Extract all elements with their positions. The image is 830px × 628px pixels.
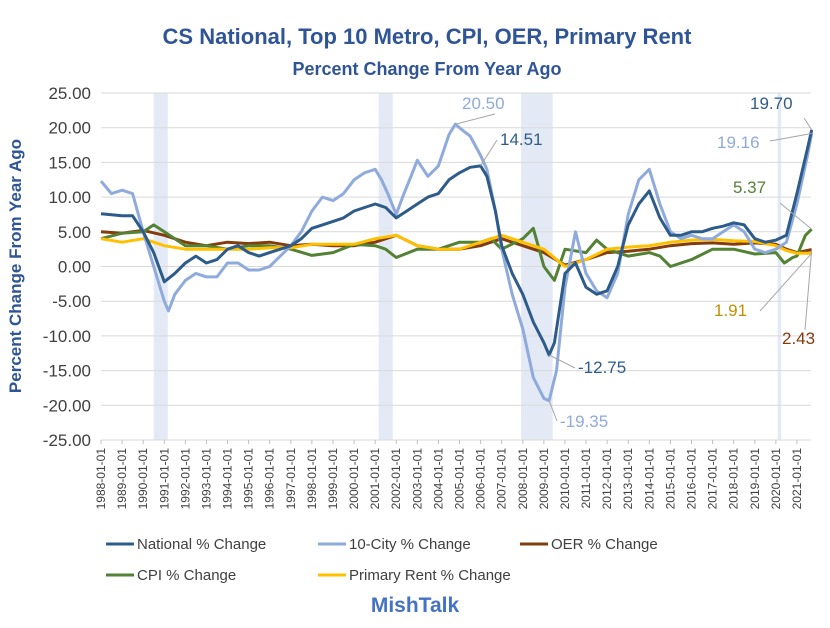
y-tick-label: -25.00 bbox=[43, 431, 91, 450]
annotation-label: 19.16 bbox=[717, 133, 760, 152]
y-tick-label: -5.00 bbox=[52, 292, 91, 311]
x-tick-label: 1997-01-01 bbox=[284, 448, 298, 510]
x-tick-label: 2001-01-01 bbox=[368, 448, 382, 510]
annotation-label: 5.37 bbox=[733, 178, 766, 197]
x-tick-label: 1991-01-01 bbox=[157, 448, 171, 510]
series-line-oer-change bbox=[100, 228, 812, 267]
x-tick-label: 2012-01-01 bbox=[600, 448, 614, 510]
annotation-label: -12.75 bbox=[578, 358, 626, 377]
x-tick-label: 2018-01-01 bbox=[727, 448, 741, 510]
x-tick-label: 2015-01-01 bbox=[663, 448, 677, 510]
x-tick-label: 1998-01-01 bbox=[305, 448, 319, 510]
legend-label: OER % Change bbox=[551, 536, 658, 553]
x-tick-label: 2013-01-01 bbox=[621, 448, 635, 510]
annotation-leader bbox=[779, 202, 813, 230]
x-tick-label: 2004-01-01 bbox=[431, 448, 445, 510]
x-tick-label: 2010-01-01 bbox=[558, 448, 572, 510]
annotation-label: -19.35 bbox=[560, 412, 608, 431]
x-tick-label: 2006-01-01 bbox=[474, 448, 488, 510]
legend-label: 10-City % Change bbox=[349, 536, 471, 553]
legend: National % Change 10-City % Change OER % C… bbox=[106, 536, 658, 584]
annotation-leader bbox=[455, 113, 496, 125]
gridlines bbox=[101, 92, 811, 441]
legend-label: CPI % Change bbox=[137, 567, 236, 584]
x-tick-label: 2011-01-01 bbox=[579, 448, 593, 509]
annotation-leader bbox=[480, 139, 498, 167]
chart-title: CS National, Top 10 Metro, CPI, OER, Pri… bbox=[163, 24, 693, 49]
x-tick-label: 1993-01-01 bbox=[199, 448, 213, 510]
series-line-national-change bbox=[100, 129, 814, 357]
y-axis-label: Percent Change From Year Ago bbox=[6, 139, 25, 393]
y-tick-label: 20.00 bbox=[48, 119, 91, 138]
x-tick-label: 2003-01-01 bbox=[410, 448, 424, 510]
x-tick-label: 2008-01-01 bbox=[516, 448, 530, 510]
annotation-leader bbox=[548, 400, 558, 422]
chart-subtitle: Percent Change From Year Ago bbox=[292, 59, 561, 79]
x-tick-label: 1990-01-01 bbox=[136, 448, 150, 510]
x-tick-label: 2021-01-01 bbox=[790, 448, 804, 510]
x-tick-label: 2019-01-01 bbox=[748, 448, 762, 510]
x-tick-label: 1989-01-01 bbox=[115, 448, 129, 510]
x-tick-label: 2014-01-01 bbox=[642, 448, 656, 510]
y-tick-label: -20.00 bbox=[43, 396, 91, 415]
x-tick-label: 2002-01-01 bbox=[389, 448, 403, 510]
x-tick-label: 2016-01-01 bbox=[684, 448, 698, 510]
annotation-leader bbox=[804, 249, 813, 331]
x-tick-label: 2007-01-01 bbox=[495, 448, 509, 510]
y-tick-label: 25.00 bbox=[48, 84, 91, 103]
annotation-leader bbox=[759, 252, 813, 312]
x-tick-label: 1988-01-01 bbox=[94, 448, 108, 510]
x-tick-label: 2005-01-01 bbox=[453, 448, 467, 510]
x-tick-label: 1999-01-01 bbox=[326, 448, 340, 510]
series-lines bbox=[99, 122, 814, 403]
x-tick-label: 2017-01-01 bbox=[706, 448, 720, 510]
annotation-label: 20.50 bbox=[462, 94, 505, 113]
y-tick-label: -10.00 bbox=[43, 327, 91, 346]
x-tick-label: 1994-01-01 bbox=[221, 448, 235, 510]
annotations: 20.50 14.51 19.70 19.16 5.37 1.91 2.43 -12.75 -1… bbox=[455, 94, 815, 431]
x-tick-label: 1992-01-01 bbox=[178, 448, 192, 510]
y-tick-label: 5.00 bbox=[58, 223, 91, 242]
legend-label: Primary Rent % Change bbox=[349, 567, 511, 584]
y-tick-label: 15.00 bbox=[48, 153, 91, 172]
annotation-leader bbox=[803, 117, 813, 131]
annotation-label: 2.43 bbox=[782, 329, 815, 348]
brand-label: MishTalk bbox=[371, 594, 460, 617]
y-tick-label: 0.00 bbox=[58, 258, 91, 277]
x-tick-label: 2000-01-01 bbox=[347, 448, 361, 510]
annotation-label: 14.51 bbox=[500, 130, 543, 149]
y-tick-label: 10.00 bbox=[48, 188, 91, 207]
series-line-cpi-change bbox=[100, 223, 813, 282]
series-line-primary-rent-change bbox=[100, 233, 812, 268]
x-tick-label: 1996-01-01 bbox=[263, 448, 277, 510]
annotation-leader bbox=[548, 354, 576, 369]
x-tick-label: 2009-01-01 bbox=[537, 448, 551, 510]
y-tick-label: -15.00 bbox=[43, 362, 91, 381]
y-axis-ticks: 25.00 20.00 15.00 10.00 5.00 0.00 -5.00 -10.00 -… bbox=[43, 84, 91, 450]
x-tick-label: 1995-01-01 bbox=[242, 448, 256, 510]
legend-label: National % Change bbox=[137, 536, 266, 553]
annotation-leader bbox=[769, 133, 812, 142]
annotation-label: 1.91 bbox=[714, 301, 747, 320]
x-tick-label: 2020-01-01 bbox=[769, 448, 783, 510]
annotation-label: 19.70 bbox=[750, 94, 793, 113]
x-axis-ticks: 1988-01-01 1989-01-01 1990-01-01 1991-01-01… bbox=[94, 440, 804, 509]
